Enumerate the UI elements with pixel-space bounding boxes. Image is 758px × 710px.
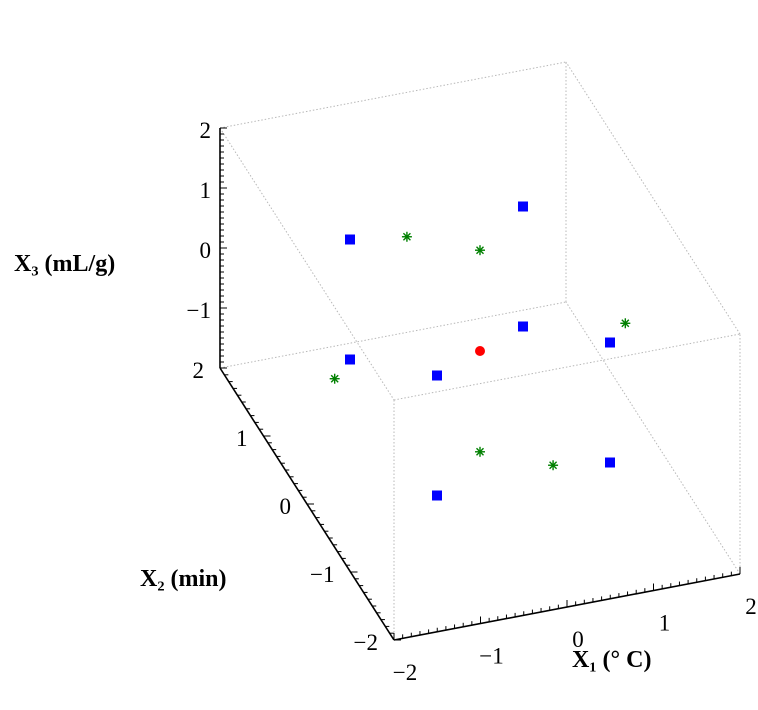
plot-axes (219, 127, 741, 641)
z-tick-label-0: −1 (187, 298, 211, 323)
point-square-4 (432, 370, 442, 381)
point-asterisk-1 (620, 318, 631, 329)
x-axis-title: X₁ (° C) (572, 647, 651, 673)
y-tick-label-3: 1 (236, 426, 248, 451)
point-square-3 (518, 321, 528, 332)
point-square-6 (345, 234, 355, 245)
point-square-7 (518, 201, 528, 212)
x-tick-label-0: −2 (393, 660, 417, 685)
point-square-0 (432, 490, 442, 501)
point-asterisk-5 (475, 245, 485, 256)
point-asterisk-1-stroke-3 (621, 319, 630, 328)
point-square-1 (605, 457, 615, 468)
y-tick-label-0: −2 (354, 630, 378, 655)
y-axis-title: X₂ (min) (140, 566, 227, 592)
point-asterisk-2-stroke-3 (549, 461, 558, 470)
point-asterisk-5-stroke-3 (476, 246, 484, 255)
point-asterisk-0 (329, 373, 340, 384)
frame-edge-3 (393, 333, 741, 401)
point-square-2 (345, 354, 355, 365)
y-tick-label-2: 0 (280, 494, 292, 519)
frame-edge-7 (219, 127, 395, 401)
z-axis-title: X₃ (mL/g) (14, 251, 115, 277)
x-tick-label-4: 2 (745, 594, 757, 619)
tick-labels: −2 −1 0 1 2 −2 −1 0 1 2 −1 0 1 2 (187, 118, 757, 685)
frame-edge-6 (565, 61, 741, 335)
point-asterisk-2 (548, 460, 559, 471)
frame-edge-1 (565, 301, 741, 575)
point-asterisk-3-stroke-3 (402, 232, 411, 241)
z-tick-label-1: 0 (200, 238, 212, 263)
y-tick-label-1: −1 (310, 562, 334, 587)
point-asterisk-4-stroke-3 (476, 447, 484, 456)
z-tick-label-3: 2 (200, 118, 212, 143)
x-tick-label-3: 1 (659, 611, 671, 636)
point-circle-0 (475, 346, 485, 356)
x-tick-label-1: −1 (479, 644, 503, 669)
x-tick-label-2: 0 (572, 627, 584, 652)
frame-edge-0 (219, 301, 567, 369)
plot-box-frame (219, 61, 741, 640)
point-asterisk-3 (401, 231, 412, 242)
y-tick-label-4: 2 (193, 358, 205, 383)
point-square-5 (605, 337, 615, 348)
z-tick-label-2: 1 (200, 178, 212, 203)
frame-edge-4 (219, 61, 567, 129)
point-asterisk-0-stroke-3 (330, 374, 339, 383)
data-points (329, 201, 631, 501)
point-asterisk-4 (475, 446, 485, 457)
